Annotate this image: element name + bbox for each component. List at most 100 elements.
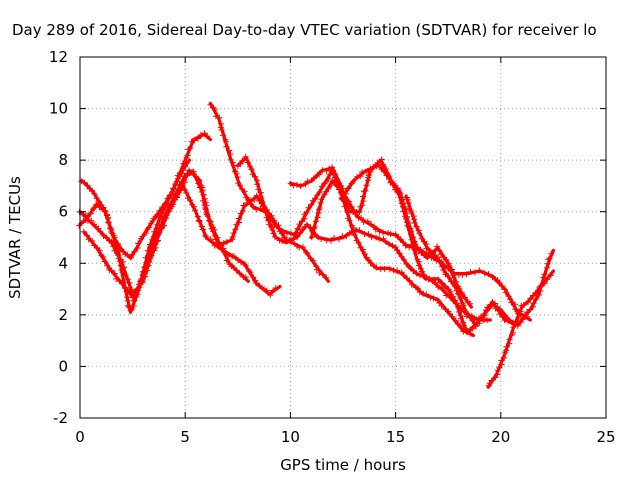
data-point-marker	[439, 280, 445, 287]
x-tick-label: 25	[596, 428, 615, 446]
data-point-marker	[223, 143, 230, 150]
data-point-marker	[316, 205, 323, 211]
data-point-marker	[436, 258, 443, 265]
data-point-marker	[127, 307, 134, 314]
data-point-marker	[383, 172, 390, 179]
data-point-marker	[512, 306, 519, 313]
data-point-marker	[220, 132, 226, 139]
data-point-marker	[147, 255, 154, 262]
data-point-marker	[151, 228, 158, 235]
data-point-marker	[411, 220, 418, 226]
data-point-marker	[432, 279, 439, 286]
data-point-marker	[179, 167, 186, 174]
data-point-marker	[382, 238, 389, 245]
data-point-marker	[460, 302, 467, 309]
data-point-marker	[155, 237, 161, 244]
data-point-marker	[230, 253, 237, 259]
data-point-marker	[450, 274, 457, 281]
data-point-marker	[329, 164, 336, 171]
data-point-marker	[148, 252, 155, 259]
data-point-marker	[229, 159, 236, 166]
data-point-marker	[327, 237, 334, 244]
data-point-marker	[170, 185, 177, 192]
data-point-marker	[87, 210, 94, 217]
data-point-marker	[544, 276, 551, 283]
data-point-marker	[441, 287, 448, 294]
data-point-marker	[195, 180, 202, 187]
data-point-marker	[199, 187, 206, 194]
data-point-marker	[249, 203, 256, 210]
data-point-marker	[297, 183, 304, 190]
data-point-marker	[187, 145, 194, 152]
data-point-marker	[467, 314, 474, 321]
data-point-marker	[400, 272, 407, 279]
data-point-marker	[230, 230, 237, 236]
data-point-marker	[460, 319, 467, 326]
data-point-marker	[420, 290, 427, 297]
data-point-marker	[342, 190, 349, 197]
data-point-marker	[362, 187, 369, 194]
data-point-marker	[469, 317, 476, 324]
data-point-marker	[230, 162, 237, 169]
data-point-marker	[128, 254, 134, 261]
data-point-marker	[532, 289, 539, 296]
data-point-marker	[460, 322, 467, 329]
data-point-marker	[408, 281, 415, 288]
data-point-marker	[263, 214, 270, 221]
data-point-marker	[216, 114, 223, 121]
data-point-marker	[318, 183, 325, 190]
data-point-marker	[417, 265, 424, 272]
data-point-marker	[241, 188, 248, 195]
data-point-marker	[519, 316, 526, 323]
data-point-marker	[429, 249, 436, 256]
data-point-marker	[346, 198, 352, 205]
data-point-marker	[520, 302, 527, 308]
data-point-marker	[266, 221, 273, 228]
data-point-marker	[95, 225, 102, 232]
data-point-marker	[299, 244, 306, 251]
data-point-marker	[108, 238, 115, 245]
data-point-marker	[426, 275, 433, 282]
data-point-marker	[358, 214, 364, 221]
data-point-marker	[83, 212, 89, 219]
data-point-marker	[219, 245, 226, 252]
data-point-marker	[481, 270, 488, 277]
data-point-marker	[107, 225, 114, 232]
data-point-marker	[443, 292, 450, 299]
data-point-marker	[397, 236, 404, 243]
data-point-marker	[455, 321, 461, 327]
data-point-marker	[304, 178, 311, 185]
chart-title: Day 289 of 2016, Sidereal Day-to-day VTE…	[12, 21, 597, 39]
data-point-marker	[346, 217, 353, 224]
data-point-marker	[297, 229, 304, 236]
data-point-marker	[457, 295, 464, 302]
data-point-marker	[325, 185, 332, 192]
data-point-marker	[161, 203, 168, 210]
data-point-marker	[91, 204, 98, 211]
data-point-marker	[547, 272, 554, 279]
data-point-marker	[122, 272, 129, 279]
data-point-marker	[488, 302, 495, 309]
data-point-marker	[279, 228, 286, 235]
data-point-marker	[372, 226, 379, 233]
data-point-marker	[447, 288, 454, 295]
data-point-marker	[378, 156, 385, 163]
data-point-marker	[461, 294, 468, 301]
data-point-marker	[152, 238, 158, 245]
data-point-marker	[318, 196, 325, 203]
data-point-marker	[89, 187, 96, 194]
data-point-marker	[114, 249, 121, 256]
data-point-marker	[392, 231, 399, 238]
data-point-marker	[233, 267, 240, 274]
data-point-marker	[101, 208, 108, 215]
data-point-marker	[202, 233, 209, 240]
data-point-marker	[401, 256, 408, 263]
data-point-marker	[407, 265, 414, 272]
data-point-marker	[159, 216, 166, 223]
data-point-marker	[506, 336, 513, 343]
data-point-marker	[182, 186, 188, 193]
data-point-marker	[345, 185, 352, 192]
data-point-marker	[272, 233, 278, 240]
data-point-marker	[356, 227, 363, 234]
